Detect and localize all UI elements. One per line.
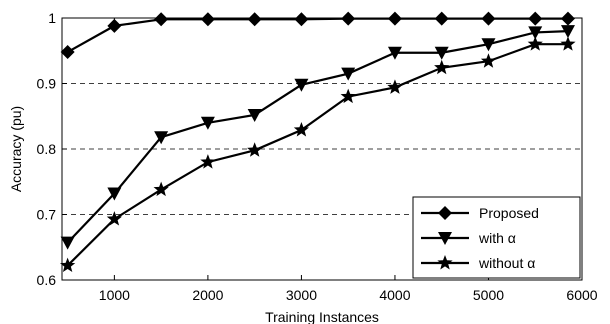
- x-tick-label: 5000: [473, 287, 504, 303]
- legend-label: without α: [478, 255, 535, 271]
- y-tick-label: 1: [48, 10, 56, 26]
- series-line: [66, 30, 569, 244]
- series-2: [60, 25, 575, 250]
- x-tick-label: 1000: [99, 287, 130, 303]
- data-point: [200, 154, 216, 169]
- data-point: [340, 88, 356, 104]
- y-tick-label: 0.8: [37, 141, 57, 157]
- y-axis-label: Accuracy (pu): [8, 106, 24, 192]
- data-point: [560, 25, 575, 39]
- y-tick-label: 0.7: [37, 207, 57, 223]
- legend-label: Proposed: [479, 205, 539, 221]
- data-point: [294, 78, 309, 92]
- legend: Proposed with α without α: [412, 196, 581, 279]
- data-point: [200, 116, 215, 130]
- legend-marker: [438, 232, 452, 245]
- data-point: [153, 181, 169, 197]
- x-tick-label: 6000: [566, 287, 597, 303]
- data-point: [106, 211, 122, 226]
- axis-ticks: 0.6 0.7 0.8 0.9 1 1000 2000 3000 4000 5000 6000: [37, 10, 598, 303]
- series-3: [60, 36, 576, 273]
- data-point: [107, 187, 122, 201]
- data-point: [247, 142, 263, 157]
- data-point: [107, 18, 122, 33]
- data-point: [60, 236, 75, 250]
- data-point: [387, 46, 402, 60]
- data-point: [560, 36, 576, 51]
- data-point: [247, 108, 262, 122]
- data-point: [434, 59, 450, 75]
- data-point: [434, 46, 449, 60]
- y-tick-label: 0.9: [37, 76, 57, 92]
- x-tick-label: 2000: [192, 287, 223, 303]
- series-line: [67, 17, 568, 54]
- y-tick-label: 0.6: [37, 272, 57, 288]
- data-point: [434, 11, 449, 26]
- x-tick-label: 3000: [286, 287, 317, 303]
- data-point: [154, 12, 169, 27]
- x-tick-label: 4000: [379, 287, 410, 303]
- data-point: [247, 12, 262, 27]
- data-point: [527, 36, 543, 51]
- legend-label: with α: [478, 230, 516, 246]
- data-point: [60, 257, 76, 273]
- data-point: [528, 26, 543, 40]
- data-point: [481, 38, 496, 52]
- data-point: [293, 122, 310, 137]
- legend-marker: [437, 255, 453, 270]
- data-point: [560, 11, 575, 26]
- series-line: [66, 43, 568, 267]
- data-point: [154, 131, 169, 145]
- series-1: [60, 11, 575, 60]
- data-point: [60, 45, 75, 60]
- data-point: [341, 11, 356, 26]
- data-point: [341, 67, 356, 81]
- data-point: [480, 53, 497, 68]
- legend-marker: [438, 206, 452, 220]
- data-point: [387, 79, 403, 94]
- x-axis-label: Training Instances: [265, 309, 379, 324]
- data-point: [528, 11, 543, 26]
